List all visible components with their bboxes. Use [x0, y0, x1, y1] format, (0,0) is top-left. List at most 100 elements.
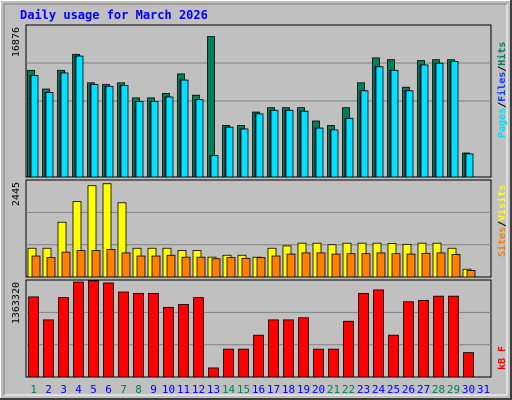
- pages-bar: [345, 117, 354, 178]
- day-label: 6: [105, 383, 112, 396]
- legend-kbytes: kB F: [497, 346, 508, 370]
- pages-bar: [210, 155, 219, 178]
- kbytes-bar: [283, 319, 294, 378]
- kbytes-bar: [313, 348, 324, 378]
- pages-bar: [330, 129, 339, 178]
- kbytes-bar: [433, 295, 444, 378]
- pages-bar: [300, 110, 309, 178]
- sites-bar: [181, 256, 191, 278]
- pages-bar: [105, 85, 114, 178]
- kbytes-bar: [58, 297, 69, 378]
- day-label: 1: [30, 383, 37, 396]
- day-label: 2: [45, 383, 52, 396]
- pages-bar: [465, 153, 474, 178]
- panel-1-ymax-label: 16876: [11, 27, 22, 57]
- day-label: 12: [192, 383, 205, 396]
- kbytes-bar: [163, 306, 174, 378]
- kbytes-bar: [343, 320, 354, 378]
- pages-bar: [75, 55, 84, 178]
- pages-bar: [60, 72, 69, 178]
- legend-pages: Pages: [497, 108, 508, 138]
- pages-bar: [120, 85, 129, 178]
- pages-bar: [90, 84, 99, 178]
- kbytes-bar: [388, 334, 399, 378]
- legend-visits-sites: Sites/Visits: [496, 185, 508, 257]
- sites-bar: [46, 257, 56, 278]
- sites-bar: [436, 252, 446, 278]
- kbytes-bar: [73, 281, 84, 378]
- sites-bar: [256, 257, 266, 278]
- kbytes-bar: [88, 280, 99, 378]
- pages-bar: [285, 109, 294, 178]
- pages-bar: [150, 101, 159, 178]
- day-label: 26: [402, 383, 415, 396]
- inner-shadow: [3, 3, 507, 395]
- day-label: 14: [222, 383, 236, 396]
- day-label: 3: [60, 383, 67, 396]
- day-label: 7: [120, 383, 127, 396]
- pages-bar: [390, 69, 399, 178]
- day-label: 27: [417, 383, 430, 396]
- panel-3-ymax-label: 1363320: [11, 282, 22, 324]
- kbytes-bar: [193, 297, 204, 378]
- sites-bar: [196, 256, 206, 278]
- pages-bar: [195, 99, 204, 178]
- sites-bar: [466, 269, 476, 278]
- sites-bar: [391, 253, 401, 278]
- day-label: 19: [297, 383, 310, 396]
- day-label: 25: [387, 383, 400, 396]
- day-label: 18: [282, 383, 295, 396]
- day-label: 11: [177, 383, 190, 396]
- sites-bar: [271, 255, 281, 278]
- kbytes-bar: [403, 301, 414, 378]
- kbytes-bar: [358, 292, 369, 378]
- pages-bar: [165, 96, 174, 178]
- pages-bar: [45, 92, 54, 178]
- sites-bar: [376, 252, 386, 278]
- sites-bar: [31, 255, 41, 278]
- kbytes-bar: [28, 296, 39, 378]
- legend-visits: Visits: [496, 185, 508, 221]
- pages-bar: [180, 79, 189, 178]
- pages-bar: [315, 127, 324, 178]
- kbytes-bar: [268, 319, 279, 378]
- panel-2-ymax-label: 2445: [11, 182, 22, 206]
- sites-bar: [301, 252, 311, 278]
- day-label: 9: [150, 383, 157, 396]
- legend-sep: /: [497, 221, 508, 227]
- chart-title: Daily usage for March 2026: [20, 8, 208, 22]
- legend-sep: /: [497, 66, 508, 72]
- day-label: 4: [75, 383, 82, 396]
- day-label: 24: [372, 383, 386, 396]
- kbytes-bar: [418, 299, 429, 378]
- kbytes-bar: [133, 292, 144, 378]
- kbytes-bar: [373, 289, 384, 378]
- day-label: 22: [342, 383, 355, 396]
- kbytes-bar: [463, 352, 474, 378]
- pages-bar: [255, 113, 264, 178]
- day-label: 29: [447, 383, 460, 396]
- sites-bar: [91, 250, 101, 278]
- kbytes-bar: [43, 319, 54, 378]
- kbytes-bar: [118, 291, 129, 378]
- kbytes-bar: [448, 295, 459, 378]
- sites-bar: [136, 255, 146, 278]
- pages-bar: [225, 126, 234, 178]
- day-label: 15: [237, 383, 250, 396]
- pages-bar: [360, 90, 369, 178]
- inner-highlight: [4, 4, 508, 396]
- legend-files: Files: [496, 72, 508, 102]
- pages-bar: [240, 128, 249, 178]
- pages-bar: [405, 90, 414, 178]
- legend-kbytes: kB F: [497, 346, 508, 370]
- pages-bar: [30, 75, 39, 178]
- sites-bar: [331, 253, 341, 278]
- kbytes-bar: [298, 317, 309, 378]
- pages-bar: [435, 62, 444, 178]
- pages-bar: [420, 64, 429, 178]
- pages-bar: [450, 61, 459, 178]
- day-label: 28: [432, 383, 445, 396]
- sites-bar: [241, 257, 251, 278]
- legend-hits: Hits: [496, 42, 508, 66]
